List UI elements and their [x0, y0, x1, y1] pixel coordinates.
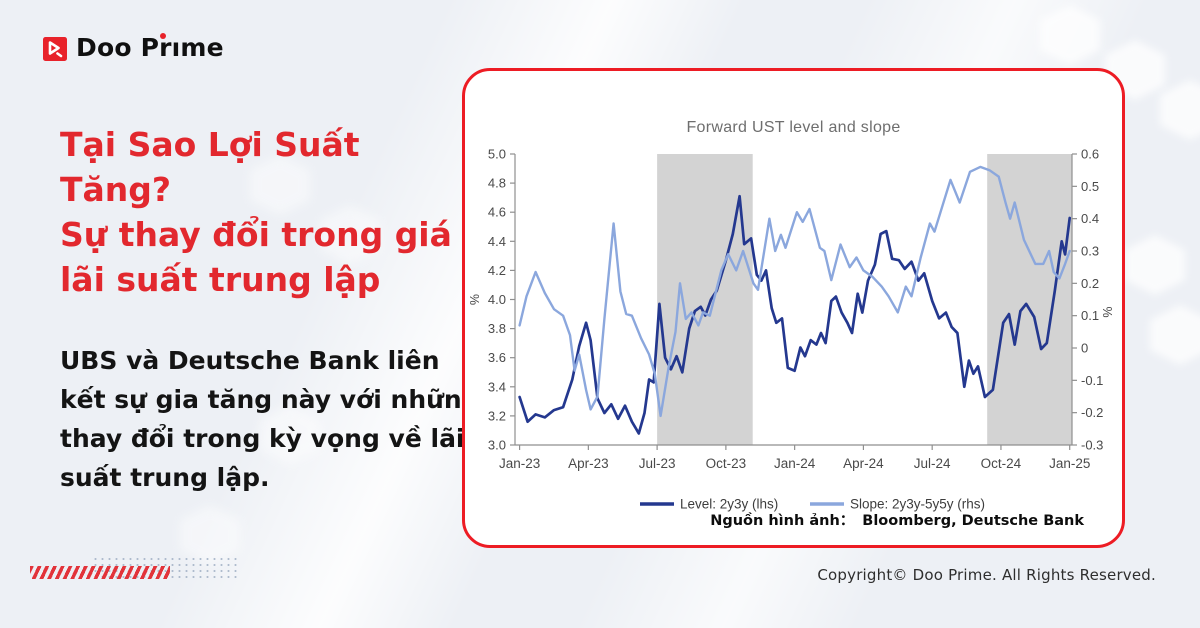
- right-axis-tick-label: 0.2: [1081, 276, 1099, 291]
- shaded-region: [657, 154, 753, 445]
- right-axis-tick-label: 0.4: [1081, 211, 1099, 226]
- right-axis-unit-label: %: [1101, 306, 1115, 317]
- x-axis-tick-label: Apr-24: [843, 456, 884, 471]
- left-axis-tick-label: 4.2: [488, 263, 506, 278]
- x-axis-tick-label: Jan-24: [774, 456, 816, 471]
- left-axis-tick-label: 4.6: [488, 205, 506, 220]
- source-value: Bloomberg, Deutsche Bank: [862, 513, 1084, 529]
- legend-level-label: Level: 2y3y (lhs): [680, 497, 778, 512]
- left-axis-tick-label: 3.4: [488, 379, 506, 394]
- right-axis-tick-label: -0.3: [1081, 438, 1103, 453]
- striped-bar-decoration: [30, 566, 170, 579]
- headline-line: Sự thay đổi trong giá: [60, 215, 452, 254]
- x-axis-tick-label: Apr-23: [568, 456, 609, 471]
- x-axis-tick-label: Jan-25: [1049, 456, 1090, 471]
- right-axis-tick-label: 0.3: [1081, 244, 1099, 259]
- chart-svg: Forward UST level and slope 5.0 4.8 4.6 4.4 4…: [468, 119, 1115, 512]
- right-axis-tick-label: 0: [1081, 341, 1088, 356]
- left-axis-tick-label: 4.0: [488, 292, 506, 307]
- body-line: UBS và Deutsche Bank liên: [60, 346, 440, 375]
- body-line: thay đổi trong kỳ vọng về lãi: [60, 424, 465, 453]
- body-line: kết sự gia tăng này với những: [60, 385, 480, 414]
- left-axis-tick-label: 4.4: [488, 234, 506, 249]
- chart-legend: Level: 2y3y (lhs) Slope: 2y3y-5y5y (rhs): [640, 497, 985, 512]
- page-title: Tại Sao Lợi Suất Tăng? Sự thay đổi trong…: [60, 122, 452, 302]
- headline-line: Tại Sao Lợi Suất: [60, 125, 360, 164]
- brand-i-dot: [160, 33, 166, 39]
- shaded-region: [987, 154, 1072, 445]
- copyright-text: Copyright© Doo Prime. All Rights Reserve…: [817, 566, 1156, 584]
- left-axis-tick-label: 4.8: [488, 176, 506, 191]
- right-axis-tick-label: 0.5: [1081, 179, 1099, 194]
- right-axis-tick-label: -0.2: [1081, 405, 1103, 420]
- left-axis-tick-label: 5.0: [488, 147, 506, 162]
- right-axis-tick-label: 0.1: [1081, 308, 1099, 323]
- headline-line: Tăng?: [60, 170, 172, 209]
- series-slope-line: [518, 165, 1071, 418]
- chart-title: Forward UST level and slope: [686, 119, 900, 136]
- x-axis-tick-label: Jan-23: [499, 456, 540, 471]
- left-axis-unit-label: %: [468, 294, 482, 305]
- legend-slope-label: Slope: 2y3y-5y5y (rhs): [850, 497, 985, 512]
- right-axis-tick-label: -0.1: [1081, 373, 1103, 388]
- left-axis-tick-label: 3.2: [488, 408, 506, 423]
- image-source-caption: Nguồn hình ảnh： Bloomberg, Deutsche Bank: [710, 509, 1084, 530]
- right-axis-tick-label: 0.6: [1081, 147, 1099, 162]
- chart-card: Forward UST level and slope 5.0 4.8 4.6 4.4 4…: [462, 68, 1125, 548]
- brand-wordmark: Doo Prıme: [76, 33, 224, 62]
- left-axis-tick-label: 3.0: [488, 438, 506, 453]
- left-axis-tick-label: 3.8: [488, 321, 506, 336]
- chart-container: Forward UST level and slope 5.0 4.8 4.6 4.4 4…: [466, 72, 1121, 526]
- doo-prime-logo-icon: [43, 36, 67, 61]
- body-paragraph: UBS và Deutsche Bank liên kết sự gia tăn…: [60, 341, 480, 497]
- series-level-line: [518, 194, 1072, 435]
- x-axis-tick-label: Jul-23: [639, 456, 676, 471]
- headline-line: lãi suất trung lập: [60, 260, 381, 299]
- x-axis-tick-label: Jul-24: [914, 456, 951, 471]
- x-axis-tick-label: Oct-23: [706, 456, 747, 471]
- source-label: Nguồn hình ảnh：: [710, 513, 855, 529]
- doo-prime-logo: Doo Prıme: [43, 33, 224, 62]
- left-axis-tick-label: 3.6: [488, 350, 506, 365]
- x-axis-tick-label: Oct-24: [981, 456, 1022, 471]
- body-line: suất trung lập.: [60, 463, 270, 492]
